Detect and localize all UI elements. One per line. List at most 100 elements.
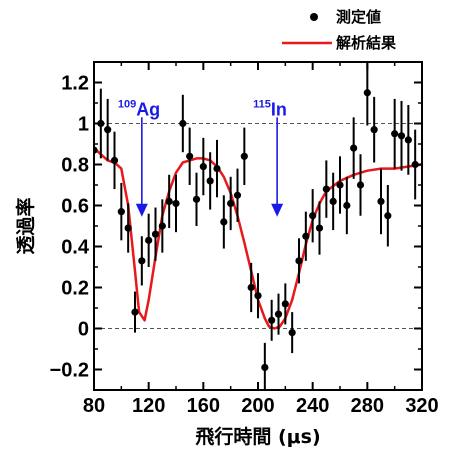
data-point [233,168,242,222]
legend-entry-fit: 解析結果 [282,34,397,52]
data-point [295,238,303,284]
data-point [288,312,296,354]
point-marker [220,218,228,226]
point-marker [322,185,330,193]
data-point [145,213,153,267]
point-marker [295,257,303,265]
data-point [213,139,221,198]
x-tick-label: 80 [83,395,105,417]
data-point [165,174,173,229]
y-tick-label: 1 [78,114,89,136]
point-marker [356,181,365,189]
y-tick-label: −0.2 [50,360,89,382]
data-point [391,98,399,169]
data-point [227,176,235,231]
point-marker [268,316,276,324]
isotope-symbol: In [271,99,287,119]
x-tick-label: 240 [296,395,329,417]
data-point [247,262,255,313]
data-point [274,293,283,335]
y-tick-label: 0.6 [61,196,89,218]
axis-ticks: 80 120 160 200 240 280 320 −0.2 0 0.2 0.4 0.6 0.8 1 1.… [50,62,439,417]
data-point [384,185,392,247]
point-marker [247,283,255,292]
data-point [309,189,317,243]
x-tick-label: 160 [187,395,220,417]
data-point [254,273,262,319]
data-point [124,203,132,253]
data-point [261,342,269,390]
data-point [315,201,324,255]
point-marker [336,181,344,189]
isotope-label: 115In [253,98,287,119]
isotope-arrowhead [271,203,284,217]
x-tick-label: 120 [132,395,165,417]
point-marker [199,162,207,171]
data-point [363,62,371,126]
data-point [350,117,358,179]
x-tick-label: 280 [351,395,384,417]
point-marker [110,156,119,164]
data-point [377,168,385,235]
point-marker [397,132,406,140]
isotope-arrowhead [135,203,148,217]
data-point [220,195,228,249]
point-marker [254,292,262,300]
point-marker [158,222,166,230]
legend-dot-marker [310,13,318,21]
data-point [329,172,337,231]
point-marker [363,89,371,97]
data-point [179,94,187,153]
data-point [397,100,406,171]
y-tick-label: 0 [78,319,89,341]
legend-entry-measured: 測定値 [310,8,381,26]
x-axis-title: 飛行時間 (μs) [195,425,320,448]
point-marker [302,232,310,240]
point-marker [179,119,187,128]
point-marker [227,199,235,208]
data-point [131,291,139,333]
y-tick-label: 1.2 [61,73,89,95]
y-tick-label: 0.4 [61,237,90,259]
point-marker [329,197,337,205]
point-marker [124,224,132,232]
data-point [281,283,289,325]
point-marker [240,152,248,160]
point-marker [186,152,194,160]
annotations-layer: 109Ag 115In [118,98,287,217]
data-point [172,174,180,233]
data-point [199,137,207,196]
data-point [192,172,201,226]
data-point [117,182,125,241]
point-marker [343,201,351,210]
data-point [356,154,365,216]
legend-label: 測定値 [336,8,381,26]
isotope-mass-number: 115 [253,98,271,110]
data-point [158,199,166,253]
isotope-annotation-in: 115In [253,98,287,217]
data-point [186,127,194,185]
isotope-symbol: Ag [136,99,160,119]
data-point [302,211,310,261]
point-marker [350,144,358,152]
data-point [151,207,160,261]
point-marker [315,224,324,232]
point-marker [281,300,289,308]
point-marker [384,212,392,220]
point-marker [117,208,125,216]
data-point [322,160,330,218]
data-point [370,96,378,163]
point-marker [192,195,201,203]
point-marker [104,126,112,134]
point-marker [377,197,385,205]
point-marker [138,257,146,265]
point-marker [288,329,296,337]
x-tick-label: 320 [405,395,438,417]
point-marker [172,199,180,208]
point-marker [274,310,283,318]
point-marker [261,363,269,372]
point-marker [404,136,412,144]
data-points-layer [94,62,419,390]
